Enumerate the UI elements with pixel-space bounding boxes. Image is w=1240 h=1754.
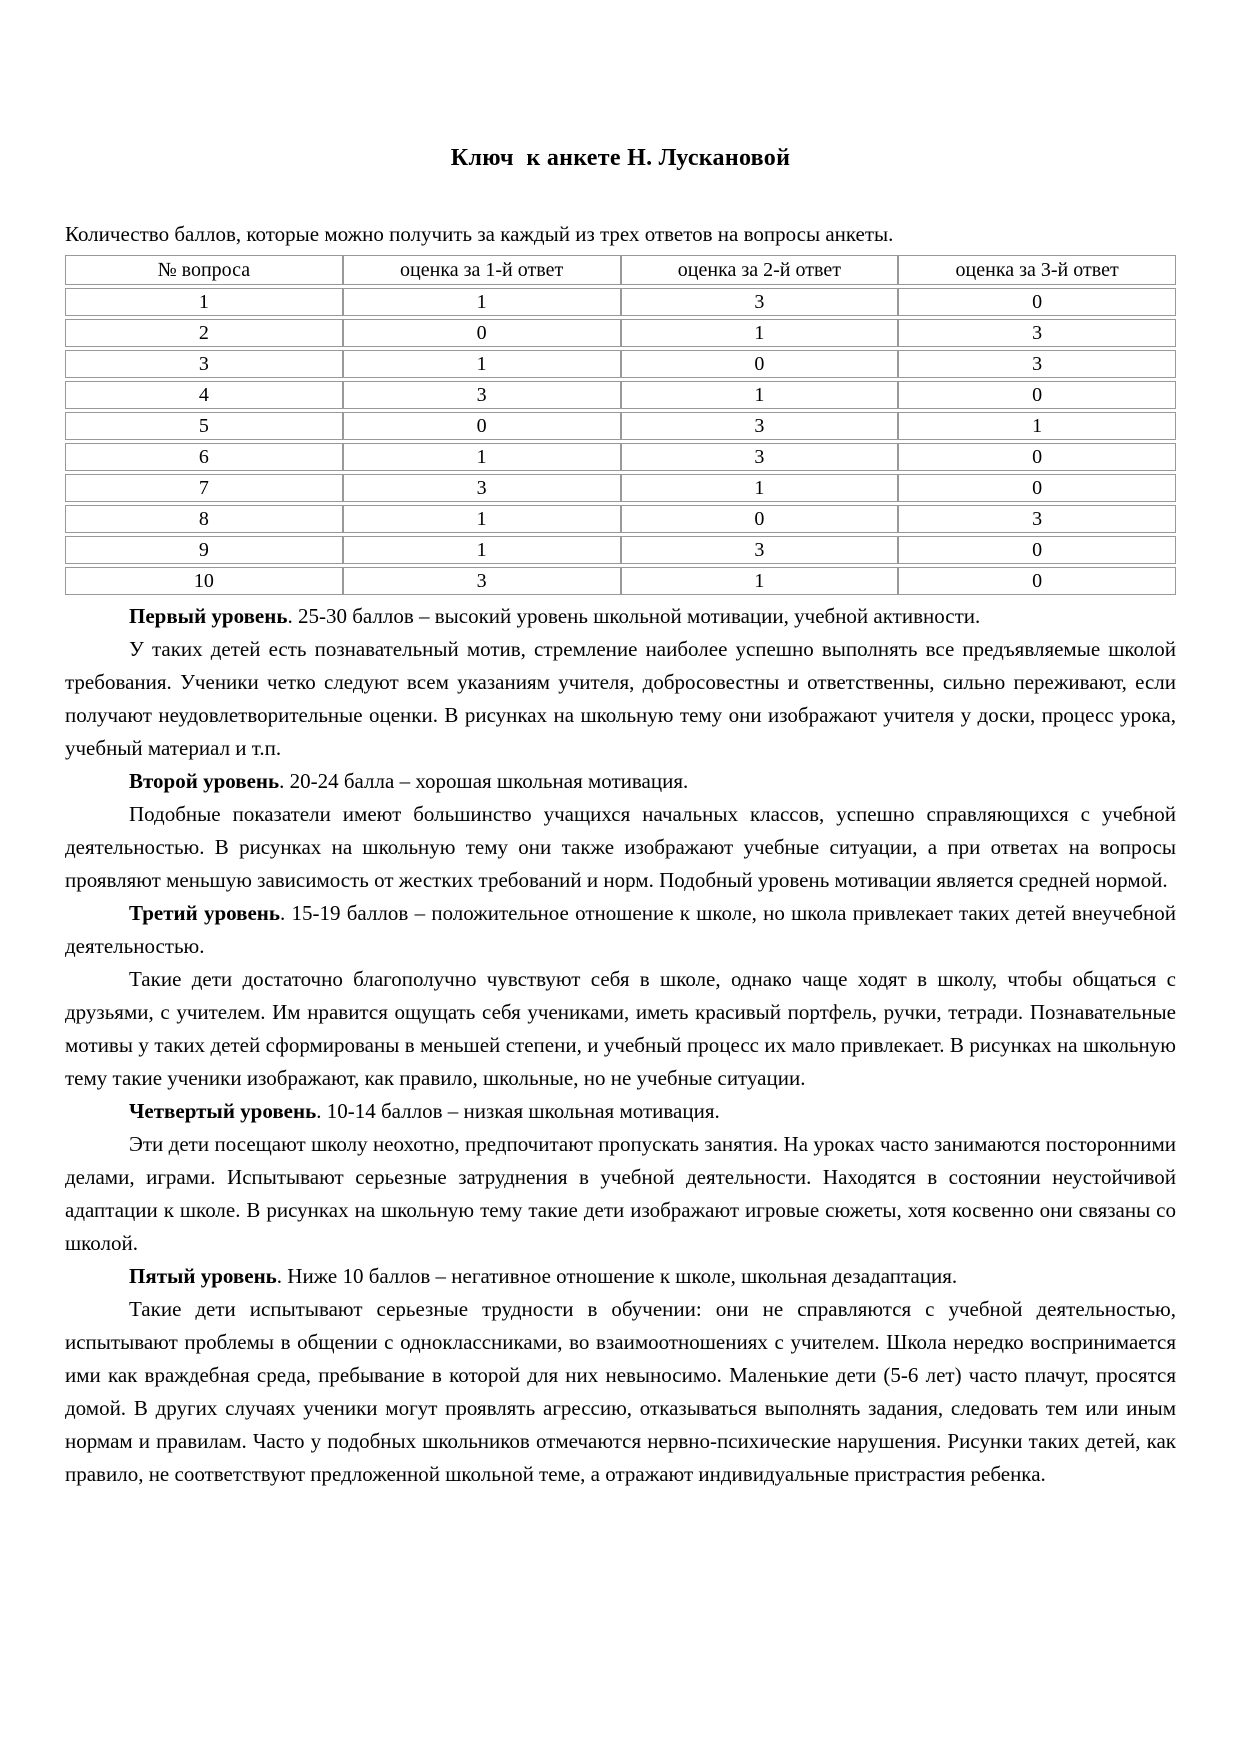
cell-score: 1 xyxy=(342,536,621,564)
cell-score: 0 xyxy=(342,412,621,440)
cell-score: 3 xyxy=(342,474,621,502)
cell-question-number: 9 xyxy=(65,536,343,564)
column-header-answer-2: оценка за 2-й ответ xyxy=(620,255,899,285)
levels-section: Первый уровень. 25-30 баллов – высокий у… xyxy=(65,600,1176,1491)
level-2-summary: . 20-24 балла – хорошая школьная мотивац… xyxy=(279,769,689,793)
cell-score: 3 xyxy=(898,319,1176,347)
level-5-heading-line: Пятый уровень. Ниже 10 баллов – негативн… xyxy=(65,1260,1176,1293)
cell-score: 1 xyxy=(342,443,621,471)
cell-score: 3 xyxy=(342,381,621,409)
cell-score: 3 xyxy=(620,443,899,471)
level-4-heading-line: Четвертый уровень. 10-14 баллов – низкая… xyxy=(65,1095,1176,1128)
cell-score: 0 xyxy=(898,443,1176,471)
intro-text: Количество баллов, которые можно получит… xyxy=(65,222,894,246)
table-row: 6 1 3 0 xyxy=(65,443,1176,471)
table-row: 3 1 0 3 xyxy=(65,350,1176,378)
cell-score: 1 xyxy=(342,505,621,533)
level-2-description: Подобные показатели имеют большинство уч… xyxy=(65,802,1176,892)
level-2-heading: Второй уровень xyxy=(129,769,280,793)
cell-question-number: 5 xyxy=(65,412,343,440)
cell-score: 0 xyxy=(620,505,899,533)
cell-score: 1 xyxy=(342,288,621,316)
table-row: 8 1 0 3 xyxy=(65,505,1176,533)
cell-score: 0 xyxy=(898,381,1176,409)
cell-question-number: 6 xyxy=(65,443,343,471)
cell-question-number: 1 xyxy=(65,288,343,316)
cell-question-number: 7 xyxy=(65,474,343,502)
cell-question-number: 8 xyxy=(65,505,343,533)
table-row: 7 3 1 0 xyxy=(65,474,1176,502)
level-3-description: Такие дети достаточно благополучно чувст… xyxy=(65,967,1176,1090)
cell-score: 1 xyxy=(620,474,899,502)
cell-question-number: 4 xyxy=(65,381,343,409)
cell-score: 3 xyxy=(342,567,621,595)
page-title: Ключ к анкете Н. Лускановой xyxy=(450,145,791,171)
cell-score: 0 xyxy=(898,536,1176,564)
level-4-summary: . 10-14 баллов – низкая школьная мотивац… xyxy=(316,1099,720,1123)
table-row: 4 3 1 0 xyxy=(65,381,1176,409)
level-4-description: Эти дети посещают школу неохотно, предпо… xyxy=(65,1132,1176,1255)
cell-score: 3 xyxy=(620,288,899,316)
level-1-heading: Первый уровень xyxy=(129,604,288,628)
level-3-heading: Третий уровень xyxy=(129,901,280,925)
cell-score: 3 xyxy=(898,505,1176,533)
cell-score: 3 xyxy=(620,536,899,564)
score-key-table: № вопроса оценка за 1-й ответ оценка за … xyxy=(65,252,1176,598)
cell-score: 0 xyxy=(898,567,1176,595)
table-row: 10 3 1 0 xyxy=(65,567,1176,595)
cell-score: 1 xyxy=(620,381,899,409)
cell-score: 1 xyxy=(898,412,1176,440)
cell-score: 0 xyxy=(620,350,899,378)
level-1-summary: . 25-30 баллов – высокий уровень школьно… xyxy=(287,604,981,628)
column-header-question-number: № вопроса xyxy=(65,255,343,285)
cell-score: 1 xyxy=(620,319,899,347)
cell-score: 3 xyxy=(620,412,899,440)
cell-score: 1 xyxy=(620,567,899,595)
level-2-heading-line: Второй уровень. 20-24 балла – хорошая шк… xyxy=(65,765,1176,798)
cell-score: 0 xyxy=(342,319,621,347)
table-row: 1 1 3 0 xyxy=(65,288,1176,316)
level-3-heading-line: Третий уровень. 15-19 баллов – положител… xyxy=(65,897,1176,963)
level-3-summary: . 15-19 баллов – положительное отношение… xyxy=(65,901,1176,958)
level-1-description: У таких детей есть познавательный мотив,… xyxy=(65,637,1176,760)
level-4-heading: Четвертый уровень xyxy=(129,1099,317,1123)
level-5-heading: Пятый уровень xyxy=(129,1264,277,1288)
cell-question-number: 2 xyxy=(65,319,343,347)
level-5-description: Такие дети испытывают серьезные трудност… xyxy=(65,1297,1176,1486)
cell-score: 1 xyxy=(342,350,621,378)
cell-score: 0 xyxy=(898,288,1176,316)
column-header-answer-1: оценка за 1-й ответ xyxy=(342,255,621,285)
cell-score: 0 xyxy=(898,474,1176,502)
table-row: 5 0 3 1 xyxy=(65,412,1176,440)
table-row: 2 0 1 3 xyxy=(65,319,1176,347)
cell-score: 3 xyxy=(898,350,1176,378)
level-1-heading-line: Первый уровень. 25-30 баллов – высокий у… xyxy=(65,600,1176,633)
column-header-answer-3: оценка за 3-й ответ xyxy=(898,255,1176,285)
cell-question-number: 3 xyxy=(65,350,343,378)
cell-question-number: 10 xyxy=(65,567,343,595)
table-header-row: № вопроса оценка за 1-й ответ оценка за … xyxy=(65,255,1176,285)
level-5-summary: . Ниже 10 баллов – негативное отношение … xyxy=(276,1264,958,1288)
table-row: 9 1 3 0 xyxy=(65,536,1176,564)
